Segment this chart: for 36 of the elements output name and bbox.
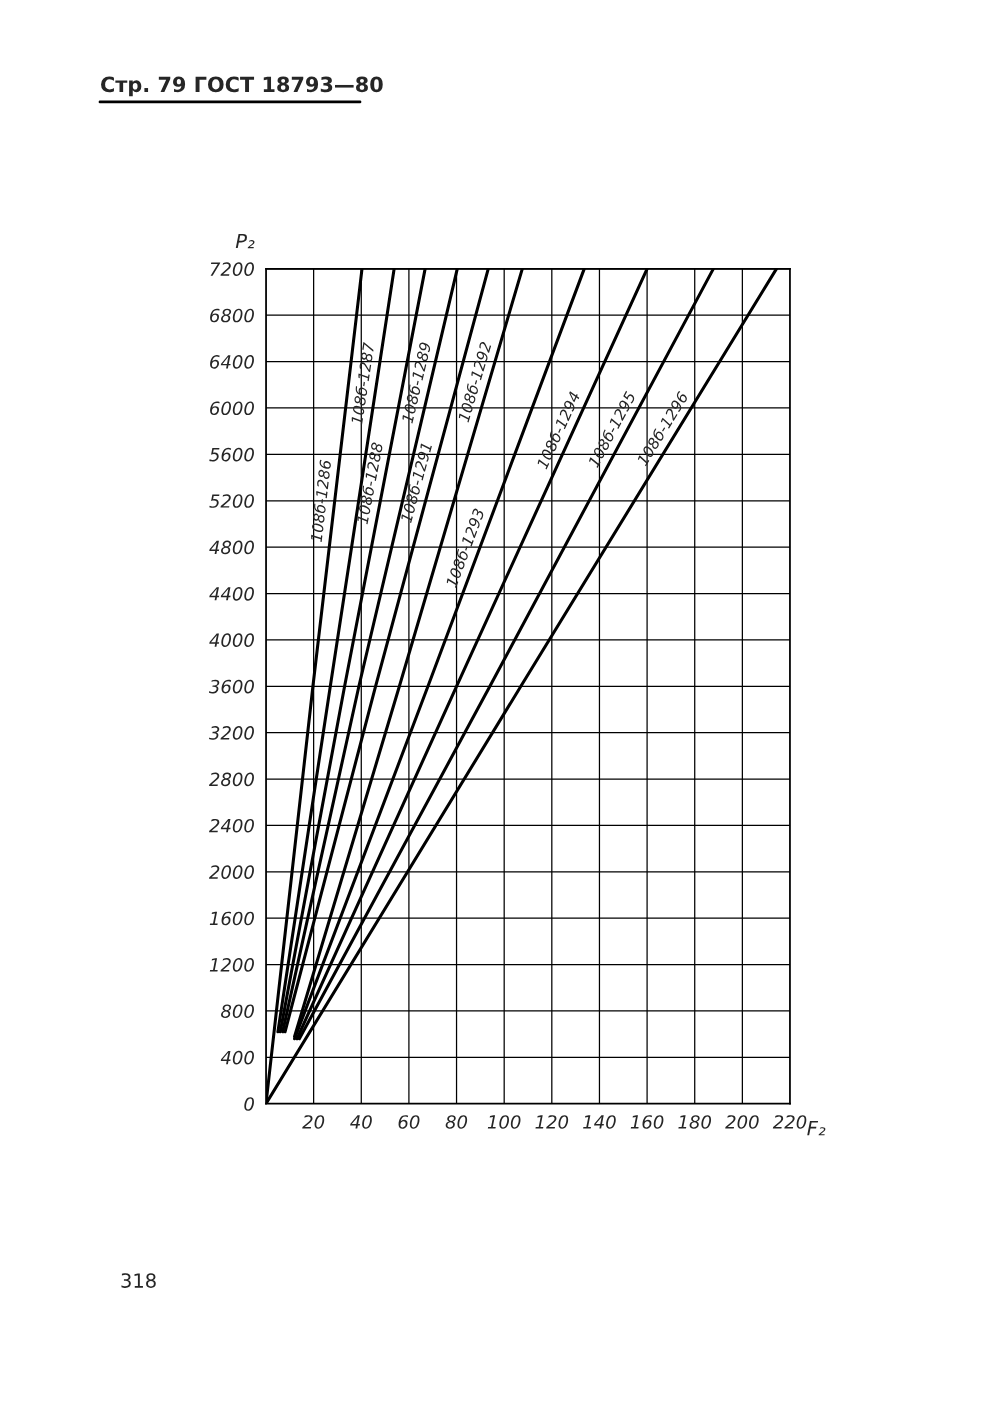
y-tick-label: 2000 bbox=[209, 865, 254, 879]
chart-title: Стр. 79 ГОСТ 18793—80 bbox=[101, 76, 383, 97]
y-tick-label: 1200 bbox=[209, 958, 254, 972]
x-tick-label: 20 bbox=[302, 1115, 325, 1129]
x-tick-label: 140 bbox=[583, 1115, 616, 1129]
x-tick-label: 100 bbox=[487, 1115, 521, 1129]
y-tick-label: 4400 bbox=[209, 586, 254, 601]
y-tick-label: 2800 bbox=[209, 772, 254, 787]
y-tick-label: 800 bbox=[221, 1004, 254, 1019]
text: 318 bbox=[121, 1273, 156, 1288]
y-tick-label: 6000 bbox=[210, 401, 254, 416]
y-tick-label: 2400 bbox=[209, 818, 254, 833]
y-tick-label: 5600 bbox=[209, 447, 254, 462]
x-tick-label: 40 bbox=[350, 1115, 372, 1129]
y-tick-label: 7200 bbox=[210, 262, 254, 276]
y-tick-label: 5200 bbox=[209, 494, 254, 508]
x-tick-label: 180 bbox=[678, 1115, 712, 1129]
x-tick-label: 200 bbox=[725, 1115, 759, 1129]
x-axis-title: F₂ bbox=[807, 1121, 826, 1136]
text: 108б-1287 bbox=[350, 341, 375, 425]
x-tick-label: 120 bbox=[535, 1115, 569, 1129]
x-tick-label: 220 bbox=[772, 1115, 807, 1129]
y-tick-label: 0 bbox=[244, 1097, 254, 1111]
x-tick-label: 160 bbox=[630, 1115, 664, 1129]
y-tick-label: 3200 bbox=[208, 726, 254, 740]
y-axis-title: P₂ bbox=[235, 233, 255, 249]
text: 108б-1286 bbox=[309, 459, 332, 543]
y-tick-label: 3600 bbox=[208, 679, 254, 694]
y-tick-label: 4800 bbox=[209, 540, 254, 555]
x-tick-label: 60 bbox=[398, 1115, 420, 1129]
x-tick-label: 80 bbox=[445, 1115, 468, 1129]
y-tick-label: 4000 bbox=[209, 633, 254, 648]
y-tick-label: 1600 bbox=[209, 911, 254, 926]
y-tick-label: 6400 bbox=[210, 355, 254, 369]
y-tick-label: 400 bbox=[220, 1050, 254, 1065]
y-tick-label: 6800 bbox=[210, 308, 254, 323]
